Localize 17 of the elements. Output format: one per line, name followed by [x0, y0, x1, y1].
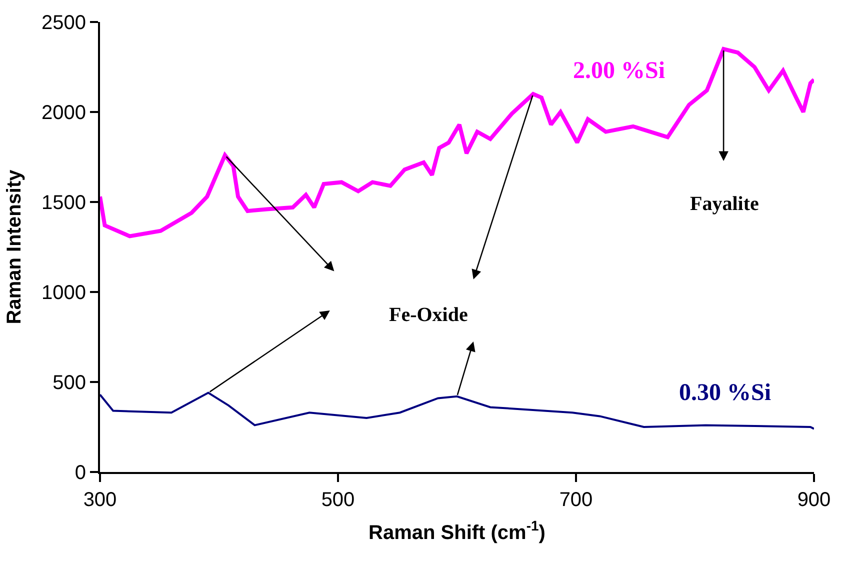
y-tick-label: 500: [52, 372, 86, 394]
annotation: Fayalite: [690, 193, 759, 215]
x-tick-label: 300: [83, 489, 117, 511]
y-tick-label: 1500: [42, 192, 86, 214]
x-tick-label: 900: [797, 489, 831, 511]
line-series: [100, 47, 814, 238]
x-tick-label: 500: [321, 489, 355, 511]
x-axis-title: Raman Shift (cm$^{-1}$): [368, 518, 546, 544]
series-label: 2.00 %Si: [573, 58, 666, 84]
annotation: Fe-Oxide: [389, 304, 468, 326]
series-label: 0.30 %Si: [679, 380, 772, 406]
y-tick-label: 0: [74, 462, 86, 484]
y-tick-label: 2000: [42, 102, 86, 124]
y-tick-label: 2500: [42, 12, 86, 34]
x-tick-label: 700: [559, 489, 593, 511]
y-tick-label: 1000: [42, 282, 86, 304]
y-axis-title: Raman Intensity: [4, 168, 26, 324]
